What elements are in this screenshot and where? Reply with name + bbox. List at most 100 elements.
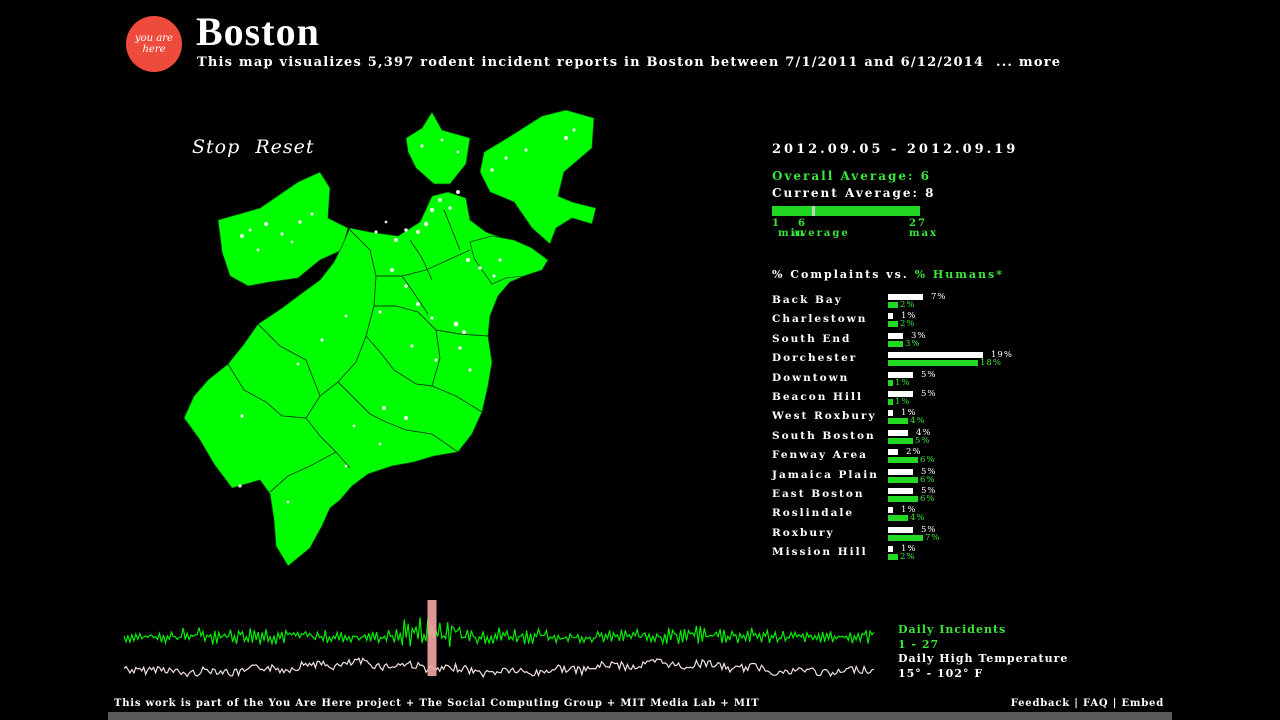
- neighborhood-row[interactable]: Downtown 5% 1%: [772, 370, 1072, 389]
- complaints-bar: [888, 352, 983, 359]
- humans-percent: 5%: [915, 435, 931, 446]
- timeline-chart[interactable]: [120, 596, 882, 692]
- humans-bar: [888, 515, 908, 522]
- humans-bar: [888, 457, 918, 464]
- complaints-percent: 1%: [901, 408, 917, 419]
- neighborhood-row[interactable]: Back Bay 7% 2%: [772, 292, 1072, 311]
- footer-separator: |: [1112, 698, 1118, 709]
- neighborhood-name: Dorchester: [772, 352, 858, 365]
- neighborhood-name: Back Bay: [772, 294, 843, 306]
- humans-percent: 4%: [910, 416, 926, 427]
- complaints-bar: [888, 294, 923, 300]
- stats-panel: 2012.09.05 - 2012.09.19 Overall Average:…: [772, 142, 1018, 240]
- range-min-value: 1: [772, 218, 781, 229]
- humans-bar: [888, 360, 978, 367]
- current-average: Current Average: 8: [772, 186, 936, 200]
- complaints-bar: [888, 449, 898, 456]
- map-region-east-boston[interactable]: [479, 109, 597, 245]
- complaints-percent: 3%: [911, 330, 927, 341]
- humans-percent: 6%: [920, 493, 936, 504]
- average-range-bar: [772, 206, 920, 216]
- faq-link[interactable]: FAQ: [1083, 698, 1109, 709]
- footer-separator: |: [1074, 698, 1079, 709]
- embed-link[interactable]: Embed: [1121, 698, 1164, 709]
- neighborhood-row[interactable]: Charlestown 1% 2%: [772, 311, 1072, 330]
- complaints-percent: 5%: [921, 388, 937, 399]
- incidents-legend-label: Daily Incidents: [898, 623, 1007, 636]
- footer-credit: This work is part of the You Are Here pr…: [114, 698, 760, 709]
- map-region-core-city[interactable]: [183, 191, 549, 567]
- page-subtitle: This map visualizes 5,397 rodent inciden…: [197, 55, 1061, 70]
- humans-percent: 2%: [900, 552, 916, 563]
- neighborhood-name: Fenway Area: [772, 449, 868, 462]
- neighborhood-row[interactable]: Beacon Hill 5% 1%: [772, 389, 1072, 408]
- neighborhood-row[interactable]: South Boston 4% 5%: [772, 428, 1072, 447]
- timeline-legend: Daily Incidents 1 - 27 Daily High Temper…: [898, 623, 1068, 681]
- complaints-percent: 1%: [901, 544, 917, 555]
- you-are-here-logo[interactable]: you are here: [126, 16, 182, 72]
- complaints-bar: [888, 410, 893, 417]
- complaints-bar: [888, 487, 913, 494]
- humans-bar: [888, 437, 913, 444]
- temperature-legend-range: 15° - 102° F: [898, 666, 984, 680]
- complaints-bar: [888, 332, 903, 339]
- neighborhood-name: South End: [772, 332, 852, 345]
- neighborhood-row[interactable]: West Roxbury 1% 4%: [772, 408, 1072, 427]
- neighborhood-row[interactable]: Mission Hill 1% 2%: [772, 544, 1072, 563]
- map-region-charlestown[interactable]: [405, 111, 471, 185]
- complaints-percent: 5%: [921, 466, 937, 477]
- humans-percent: 6%: [920, 455, 936, 466]
- neighborhood-name: South Boston: [772, 429, 876, 442]
- neighborhood-row[interactable]: Dorchester 19% 18%: [772, 350, 1072, 369]
- neighborhood-row[interactable]: South End 3% 3%: [772, 331, 1072, 350]
- neighborhood-row[interactable]: Roxbury 5% 7%: [772, 525, 1072, 544]
- complaints-bar: [888, 313, 893, 320]
- stop-button[interactable]: Stop: [192, 136, 241, 158]
- daily-temperature-line: [123, 657, 875, 679]
- humans-percent: 6%: [920, 474, 936, 485]
- complaints-bar: [888, 371, 913, 378]
- range-max-label: max: [909, 228, 939, 239]
- reset-button[interactable]: Reset: [255, 136, 315, 158]
- neighborhood-row[interactable]: Roslindale 1% 4%: [772, 505, 1072, 524]
- humans-bar: [888, 495, 918, 502]
- humans-percent: 1%: [895, 396, 911, 407]
- range-min-label: min: [778, 228, 806, 239]
- humans-bar: [888, 379, 893, 386]
- complaints-header: % Complaints vs.: [772, 268, 909, 281]
- neighborhood-name: Charlestown: [772, 313, 868, 326]
- complaints-bar: [888, 468, 913, 475]
- neighborhood-row[interactable]: East Boston 5% 6%: [772, 486, 1072, 505]
- humans-bar: [888, 321, 898, 328]
- humans-percent: 2%: [900, 300, 916, 310]
- neighborhood-boundaries: [227, 209, 489, 493]
- neighborhood-comparison-list: Back Bay 7% 2% Charlestown 1% 2% South End 3% 3%…: [772, 292, 1072, 563]
- range-labels: 1 6 27 min average max: [772, 216, 1018, 240]
- humans-percent: 2%: [900, 319, 916, 330]
- feedback-link[interactable]: Feedback: [1010, 698, 1070, 709]
- complaints-percent: 5%: [921, 485, 937, 496]
- logo-text: you are here: [135, 33, 173, 55]
- more-link[interactable]: ... more: [995, 55, 1062, 70]
- boston-map[interactable]: [170, 100, 610, 575]
- humans-header: % Humans*: [914, 268, 1004, 281]
- playback-controls: Stop Reset: [192, 136, 323, 158]
- humans-percent: 3%: [905, 338, 921, 349]
- range-avg-label: average: [792, 228, 850, 239]
- complaints-percent: 5%: [921, 524, 937, 535]
- footer-links: Feedback | FAQ | Embed: [1011, 698, 1164, 709]
- complaints-percent: 7%: [931, 292, 947, 302]
- bottom-scroll-strip[interactable]: [108, 712, 1172, 720]
- neighborhood-name: West Roxbury: [772, 410, 877, 423]
- humans-bar: [888, 398, 893, 405]
- neighborhood-row[interactable]: Jamaica Plain 5% 6%: [772, 467, 1072, 486]
- timeline-selection-handle[interactable]: [427, 600, 437, 676]
- daily-incidents-line: [123, 617, 875, 647]
- neighborhood-name: Mission Hill: [772, 546, 868, 559]
- neighborhood-row[interactable]: Fenway Area 2% 6%: [772, 447, 1072, 466]
- comparison-header: % Complaints vs. % Humans*: [772, 268, 1004, 281]
- neighborhood-name: Jamaica Plain: [772, 468, 879, 481]
- humans-bar: [888, 302, 898, 308]
- humans-bar: [888, 534, 923, 541]
- date-range: 2012.09.05 - 2012.09.19: [772, 142, 1019, 157]
